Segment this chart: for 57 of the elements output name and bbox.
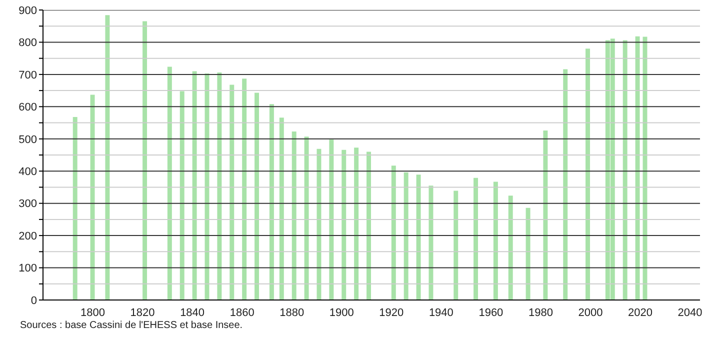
y-tick-label: 300 <box>18 198 37 210</box>
bar <box>563 69 568 300</box>
y-tick-label: 700 <box>18 69 37 82</box>
bar <box>279 118 284 300</box>
x-tick-label: 1820 <box>130 306 155 319</box>
y-tick-label: 800 <box>18 37 37 50</box>
bar <box>586 48 590 300</box>
bar <box>543 130 548 300</box>
bar <box>342 150 346 300</box>
bar <box>217 72 222 300</box>
bar <box>180 91 184 300</box>
bar <box>329 140 334 300</box>
x-tick-label: 2000 <box>578 306 603 319</box>
bar <box>416 174 421 300</box>
source-note: Sources : base Cassini de l'EHESS et base Insee. <box>20 320 243 331</box>
bar <box>292 131 296 300</box>
bar <box>404 172 408 300</box>
bar <box>105 15 110 300</box>
bar <box>526 208 530 300</box>
x-tick-label: 1800 <box>80 306 106 319</box>
bar <box>391 166 396 300</box>
x-tick-label: 1880 <box>280 306 304 319</box>
y-tick-label: 600 <box>18 102 37 114</box>
bar <box>474 178 478 300</box>
y-tick-label: 200 <box>18 230 37 242</box>
bar <box>269 104 274 300</box>
x-tick-label: 1980 <box>528 306 553 319</box>
bar <box>635 36 640 300</box>
y-tick-label: 900 <box>18 4 37 17</box>
x-tick-label: 1960 <box>478 306 504 319</box>
bar <box>254 92 260 300</box>
x-tick-label: 1920 <box>379 306 404 319</box>
y-tick-label: 100 <box>18 262 37 275</box>
bar <box>508 196 513 300</box>
bar <box>142 21 148 300</box>
x-tick-label: 1860 <box>230 306 254 319</box>
x-tick-label: 1940 <box>428 306 454 319</box>
bar <box>493 182 498 300</box>
bar <box>622 40 628 300</box>
bar <box>354 148 359 300</box>
bar <box>242 78 247 300</box>
bar <box>167 66 172 300</box>
bar <box>428 186 434 300</box>
y-tick-label: 400 <box>18 166 37 178</box>
x-tick-label: 2040 <box>678 306 702 319</box>
bar <box>454 190 458 300</box>
bar <box>90 94 95 300</box>
y-tick-label: 500 <box>18 134 37 146</box>
bar <box>304 136 309 300</box>
bar <box>72 116 78 300</box>
bar <box>230 84 234 300</box>
bar <box>366 152 371 300</box>
x-tick-label: 1900 <box>329 306 354 319</box>
y-tick-label: 0 <box>30 294 37 307</box>
x-tick-label: 1840 <box>180 306 205 319</box>
bar <box>192 71 197 300</box>
x-tick-label: 2020 <box>628 306 653 319</box>
